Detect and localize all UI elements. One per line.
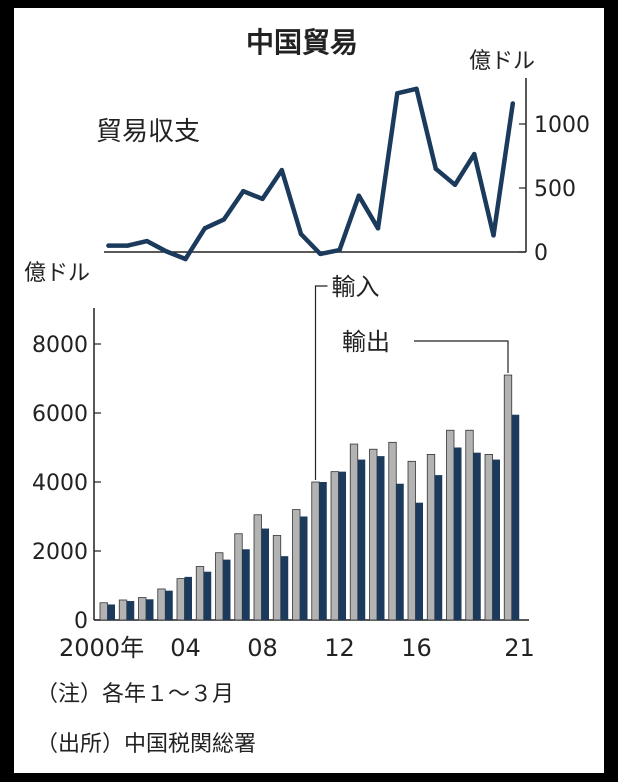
balance-y-tick-label: 500 (534, 177, 576, 202)
balance-point (241, 189, 246, 194)
chart-panel: 中国貿易 貿易収支 億ドル 0 500 1000 億ドル 0 2000 4000 6000… (14, 8, 604, 773)
import-bar (292, 509, 301, 621)
export-bar (415, 502, 423, 620)
export-bar (223, 559, 231, 620)
import-bar (465, 429, 474, 621)
export-bar (184, 576, 192, 620)
bar-y-tick-label: 0 (74, 609, 88, 634)
import-bar (234, 533, 243, 621)
export-bar (434, 475, 443, 620)
export-bar (377, 456, 385, 620)
export-series-label: 輸出 (342, 328, 390, 356)
balance-line (106, 86, 516, 262)
export-bar (146, 599, 154, 620)
chart-title: 中国貿易 (246, 26, 358, 59)
balance-point (414, 86, 419, 92)
export-bar (300, 516, 308, 620)
export-bar (107, 604, 115, 620)
import-bar (369, 448, 378, 621)
import-bar (330, 471, 339, 621)
balance-point (183, 256, 188, 262)
note-line-2: （出所）中国税関総署 (36, 732, 256, 757)
export-bar (261, 528, 269, 620)
import-bar (138, 597, 147, 621)
import-bar (388, 441, 397, 621)
export-bar (492, 459, 500, 620)
balance-point (337, 247, 342, 253)
balance-point (260, 196, 265, 202)
balance-point (395, 91, 400, 96)
bar-axis: 0 2000 4000 6000 8000 2000年 04 08 12 16 21 (32, 308, 535, 662)
balance-unit: 億ドル (469, 49, 535, 74)
import-bar (272, 535, 282, 621)
import-bar (253, 514, 262, 621)
bar-y-tick-label: 4000 (32, 471, 88, 496)
export-bar (473, 452, 481, 620)
import-bar (349, 443, 359, 621)
bar-y-tick-label: 2000 (32, 540, 88, 565)
balance-point (221, 217, 227, 222)
bar-x-tick-label: 12 (324, 634, 355, 662)
export-bar (319, 482, 327, 620)
import-bar (118, 599, 128, 621)
export-bar (165, 590, 173, 620)
balance-point (452, 182, 458, 187)
balance-point (375, 226, 381, 231)
bar-y-tick-label: 8000 (32, 333, 88, 358)
bar-x-tick-label: 08 (247, 634, 278, 662)
import-bar (311, 481, 320, 621)
bar-unit: 億ドル (24, 261, 90, 286)
export-bar (357, 459, 366, 620)
import-bar (215, 552, 224, 621)
export-bar (338, 471, 346, 620)
balance-point (279, 167, 284, 173)
import-bar (426, 453, 436, 621)
import-bar (157, 588, 166, 621)
balance-point (318, 251, 323, 257)
balance-point (491, 233, 496, 238)
balance-y-tick-label: 1000 (534, 113, 590, 138)
export-bar (242, 549, 250, 620)
balance-point (106, 243, 111, 248)
bar-x-tick-label: 21 (504, 634, 535, 662)
import-bar (99, 602, 108, 621)
balance-y-tick-label: 0 (534, 241, 548, 266)
import-bar (407, 460, 416, 621)
balance-point (164, 249, 169, 254)
export-bar (126, 601, 135, 620)
import-bar (176, 578, 185, 621)
import-bar (484, 453, 493, 621)
export-bar (280, 556, 289, 620)
balance-point (472, 151, 477, 157)
export-bar (454, 447, 462, 620)
balance-point (298, 231, 304, 237)
export-bar (511, 414, 520, 620)
import-leader-line (314, 285, 328, 480)
import-bar (503, 374, 513, 621)
bar-x-tick-label: 04 (170, 634, 201, 662)
balance-point (144, 238, 150, 244)
export-bar (396, 483, 404, 620)
bar-x-tick-label: 16 (401, 634, 432, 662)
trade-chart: 中国貿易 貿易収支 億ドル 0 500 1000 億ドル 0 2000 4000 6000… (24, 26, 590, 757)
balance-point (202, 226, 207, 231)
export-leader-line (414, 340, 509, 374)
balance-point (356, 193, 361, 198)
balance-axis: 0 500 1000 (104, 78, 590, 266)
balance-point (433, 166, 438, 171)
balance-title: 貿易収支 (96, 117, 200, 147)
bar-y-tick-label: 6000 (32, 402, 88, 427)
bar-x-tick-label: 2000年 (59, 634, 144, 662)
bar-series (99, 374, 520, 621)
export-bar (203, 571, 212, 620)
note-line-1: （注）各年１～３月 (36, 682, 234, 707)
import-bar (446, 429, 455, 621)
balance-point (510, 101, 515, 106)
import-bar (195, 566, 205, 621)
balance-point (125, 243, 130, 248)
import-series-label: 輸入 (332, 273, 380, 301)
balance-series (106, 86, 516, 262)
